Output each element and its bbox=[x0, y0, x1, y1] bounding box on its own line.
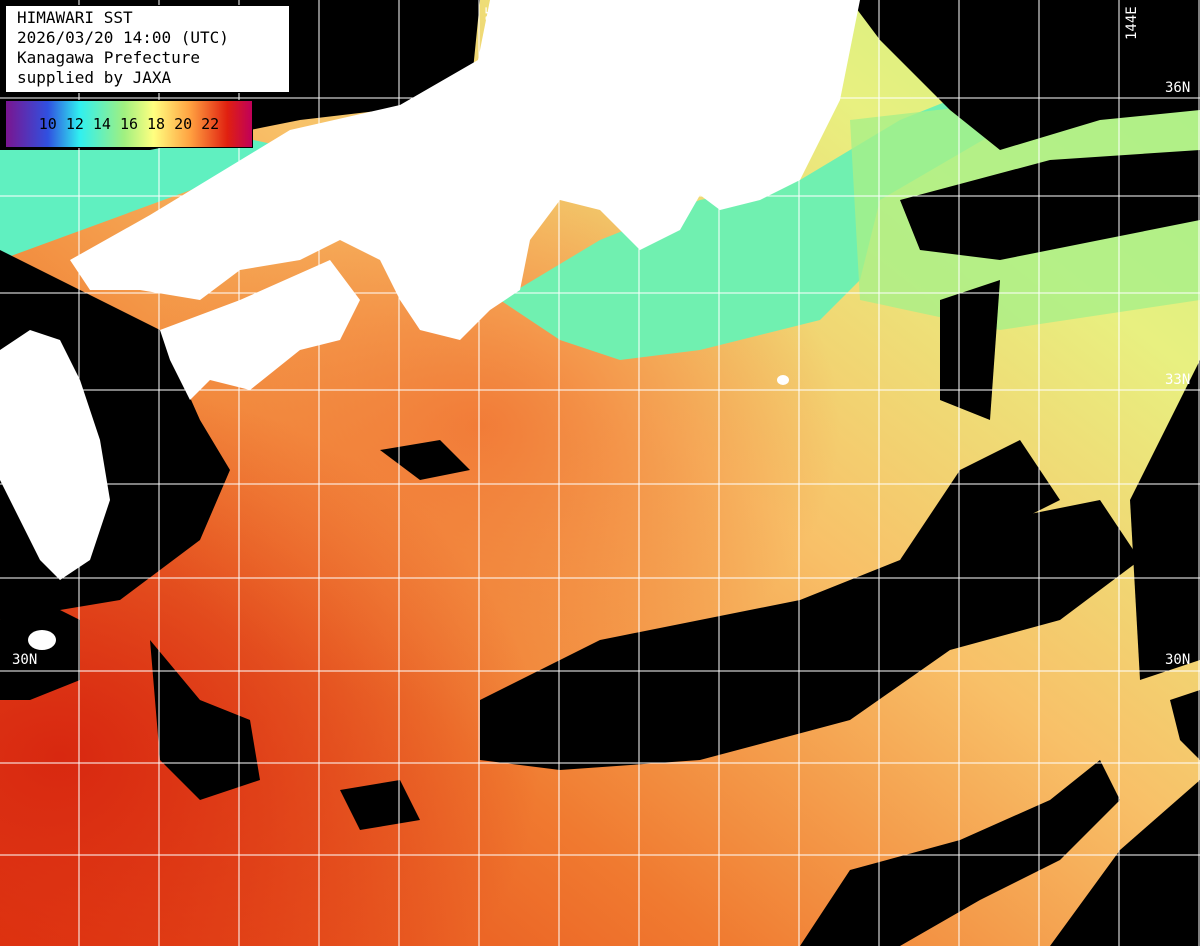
lat-label-33n: 33N bbox=[1165, 372, 1191, 388]
lat-label-30n-right: 30N bbox=[1165, 652, 1191, 668]
colorbar-tick: 18 bbox=[147, 115, 166, 133]
lon-label-144e: 144E bbox=[1124, 6, 1140, 40]
info-datetime: 2026/03/20 14:00 (UTC) bbox=[17, 28, 229, 47]
lat-label-30n-left: 30N bbox=[12, 652, 38, 668]
info-region: Kanagawa Prefecture bbox=[17, 48, 201, 67]
colorbar-tick: 16 bbox=[119, 115, 139, 133]
colorbar-tick: 12 bbox=[65, 115, 84, 133]
colorbar-tick: 20 bbox=[174, 115, 193, 133]
lat-label-33-left: 33 bbox=[12, 372, 29, 388]
kyushu bbox=[0, 330, 110, 580]
coastal-cool-water bbox=[0, 120, 300, 260]
info-credit: supplied by JAXA bbox=[17, 68, 172, 87]
island bbox=[777, 375, 789, 385]
lon-label-136e: 136E bbox=[484, 6, 500, 40]
info-box: HIMAWARI SST 2026/03/20 14:00 (UTC) Kana… bbox=[5, 5, 290, 93]
land-mask bbox=[0, 0, 860, 650]
shikoku bbox=[160, 260, 360, 400]
honshu bbox=[70, 0, 860, 340]
colorbar: 10 12 14 16 18 20 22 bbox=[5, 100, 253, 148]
island bbox=[28, 630, 56, 650]
lat-label-36n: 36N bbox=[1165, 80, 1191, 96]
colorbar-tick: 14 bbox=[92, 115, 111, 133]
colorbar-tick: 10 bbox=[38, 115, 57, 133]
info-title: HIMAWARI SST bbox=[17, 8, 133, 27]
colorbar-tick: 22 bbox=[201, 115, 220, 133]
